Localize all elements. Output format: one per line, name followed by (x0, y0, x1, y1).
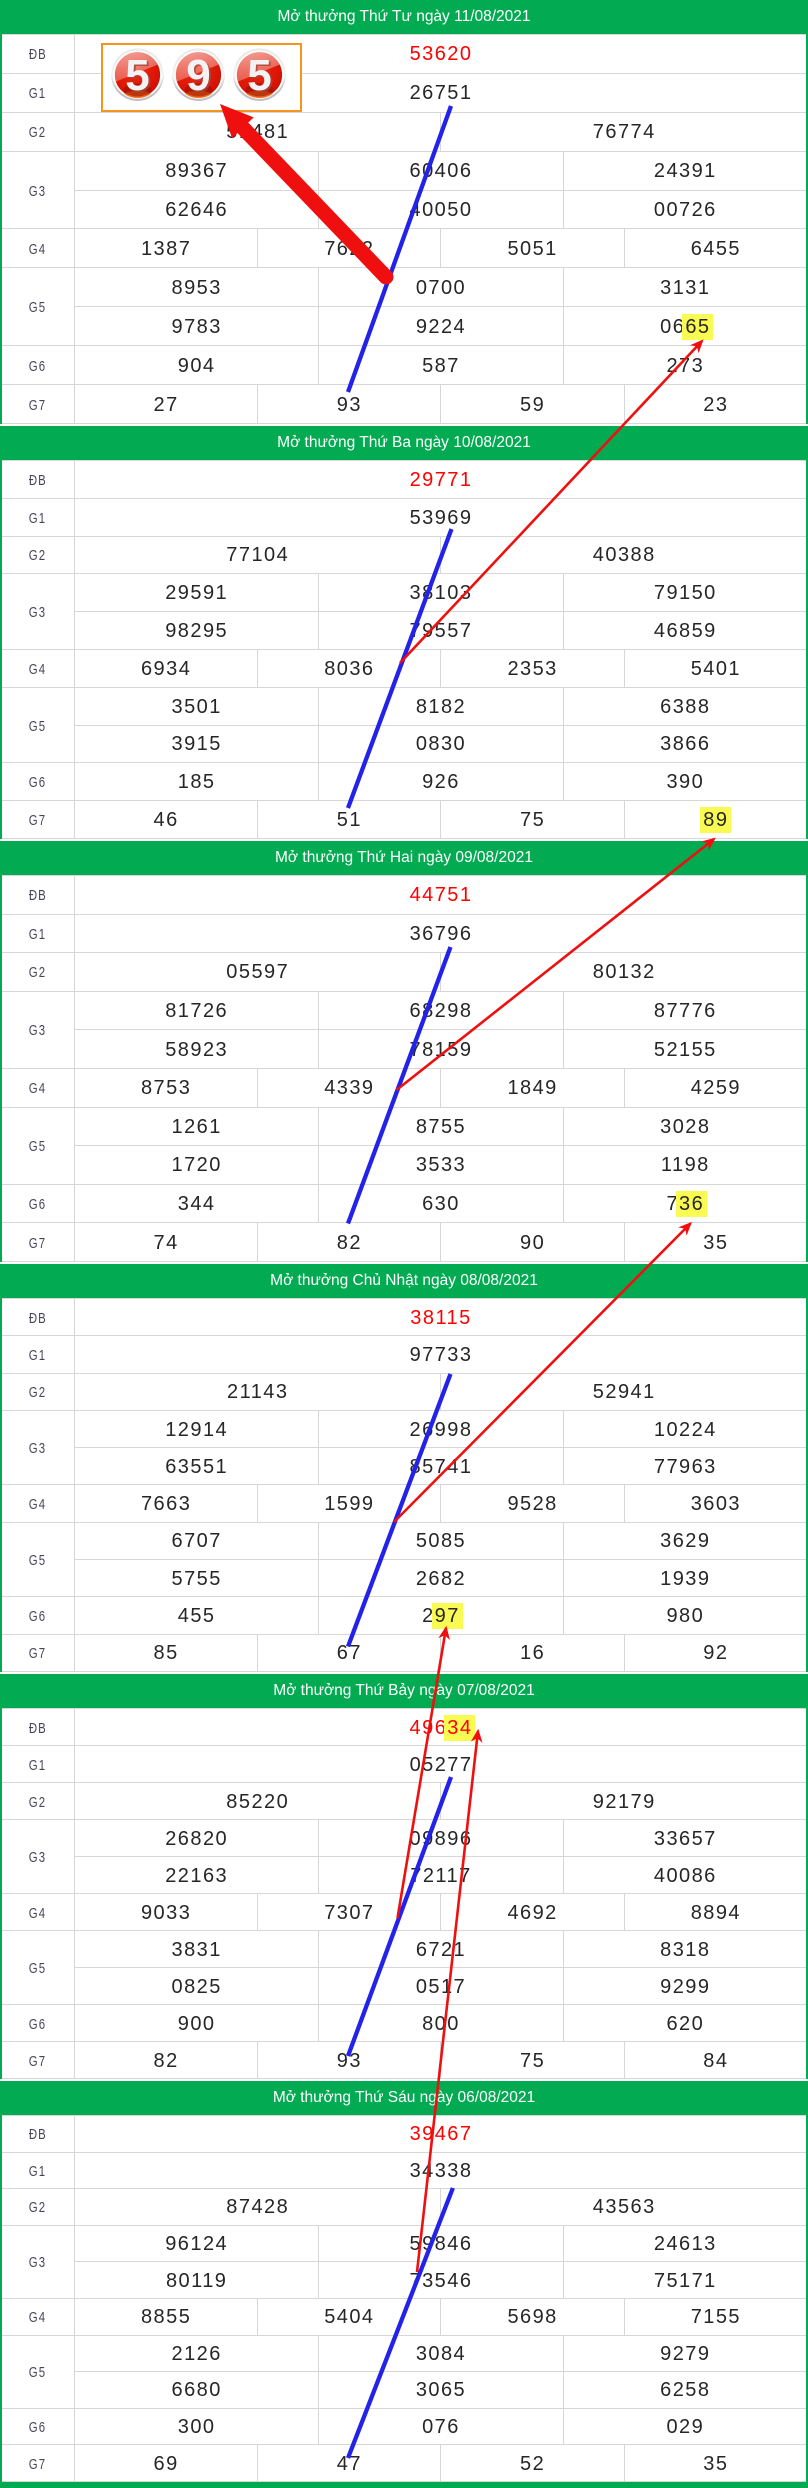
svg-text:9: 9 (188, 53, 212, 102)
svg-text:5: 5 (127, 53, 151, 102)
svg-text:5: 5 (247, 51, 271, 100)
svg-text:5: 5 (125, 51, 149, 100)
svg-text:5: 5 (249, 53, 273, 102)
svg-text:9: 9 (186, 51, 210, 100)
